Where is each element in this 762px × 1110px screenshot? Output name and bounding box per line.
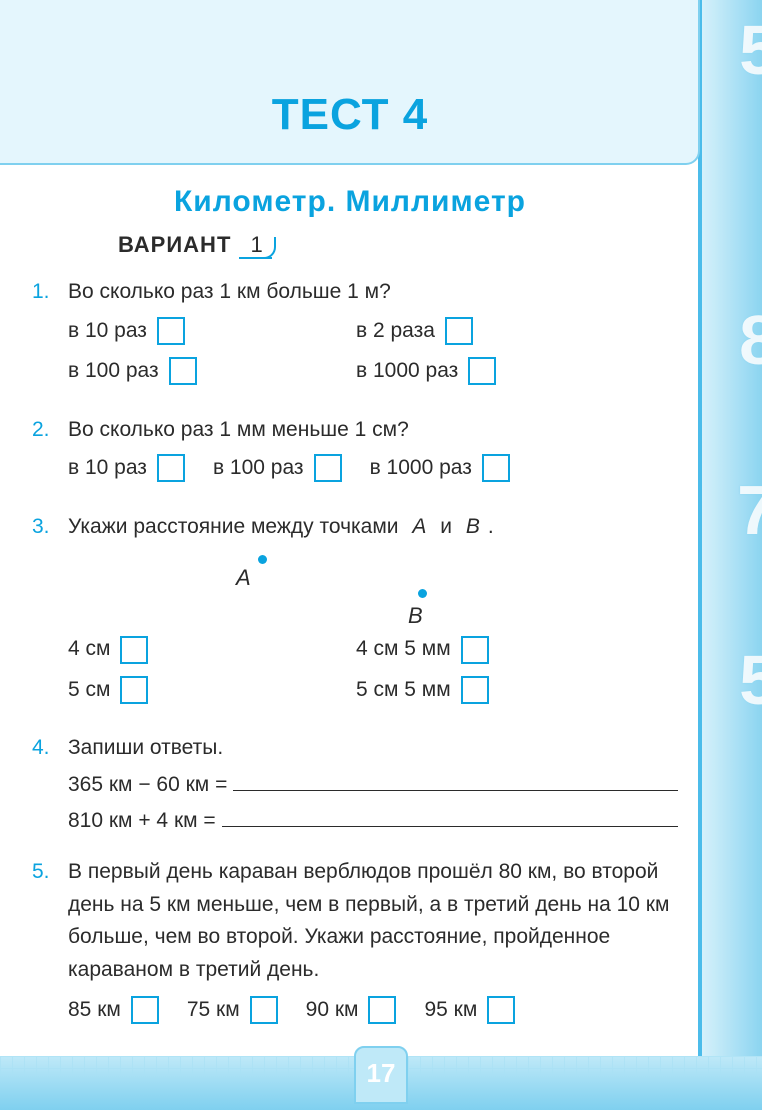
question-number: 5.	[32, 856, 50, 889]
q1-option: в 100 раз	[68, 355, 328, 388]
q2-option: в 100 раз	[213, 452, 342, 485]
checkbox[interactable]	[169, 357, 197, 385]
equation-lhs: 365 км − 60 км =	[68, 769, 227, 802]
checkbox[interactable]	[314, 454, 342, 482]
q2-option: в 1000 раз	[370, 452, 510, 485]
q1-option: в 2 раза	[356, 315, 616, 348]
checkbox[interactable]	[157, 454, 185, 482]
question-5: 5. В первый день караван верблюдов прошё…	[68, 856, 678, 1035]
q1-option: в 1000 раз	[356, 355, 616, 388]
question-number: 1.	[32, 276, 50, 309]
checkbox[interactable]	[120, 676, 148, 704]
q3-option: 4 см	[68, 633, 328, 666]
decor-digit: 5	[739, 640, 762, 720]
checkbox[interactable]	[157, 317, 185, 345]
question-text: Во сколько раз 1 км больше 1 м?	[68, 280, 391, 303]
right-decor-band: 5 8 7 5	[702, 0, 762, 1110]
decor-digit: 5	[739, 10, 762, 90]
checkbox[interactable]	[131, 996, 159, 1024]
checkbox[interactable]	[487, 996, 515, 1024]
question-number: 2.	[32, 414, 50, 447]
content-area: ВАРИАНТ 1 1. Во сколько раз 1 км больше …	[68, 232, 678, 1053]
checkbox[interactable]	[482, 454, 510, 482]
test-title: ТЕСТ 4	[0, 90, 700, 140]
checkbox[interactable]	[461, 636, 489, 664]
and-word: и	[440, 515, 452, 538]
q3-option: 4 см 5 мм	[356, 633, 616, 666]
equation-line: 810 км + 4 км =	[68, 805, 678, 838]
q5-option: 90 км	[306, 994, 397, 1027]
variant-number: 1	[239, 232, 272, 259]
answer-blank[interactable]	[222, 809, 678, 827]
header-band	[0, 0, 700, 165]
question-3: 3. Укажи расстояние между точками A и B.…	[68, 511, 678, 715]
q3-option: 5 см	[68, 674, 328, 707]
q5-option: 75 км	[187, 994, 278, 1027]
question-text: В первый день караван верблюдов прошёл 8…	[68, 860, 669, 981]
q5-option: 85 км	[68, 994, 159, 1027]
point-b-dot	[418, 589, 427, 598]
decor-digit: 8	[739, 300, 762, 380]
q2-option: в 10 раз	[68, 452, 185, 485]
q1-option: в 10 раз	[68, 315, 328, 348]
equation-lhs: 810 км + 4 км =	[68, 805, 216, 838]
checkbox[interactable]	[368, 996, 396, 1024]
question-4: 4. Запиши ответы. 365 км − 60 км = 810 к…	[68, 732, 678, 838]
checkbox[interactable]	[250, 996, 278, 1024]
checkbox[interactable]	[445, 317, 473, 345]
test-subtitle: Километр. Миллиметр	[0, 185, 700, 219]
question-text: Во сколько раз 1 мм меньше 1 см?	[68, 418, 409, 441]
decor-digit: 7	[737, 470, 762, 550]
question-1: 1. Во сколько раз 1 км больше 1 м? в 10 …	[68, 276, 678, 396]
question-text: Укажи расстояние между точками	[68, 515, 399, 538]
question-text: Запиши ответы.	[68, 736, 223, 759]
question-2: 2. Во сколько раз 1 мм меньше 1 см? в 10…	[68, 414, 678, 493]
q5-option: 95 км	[424, 994, 515, 1027]
question-number: 3.	[32, 511, 50, 544]
point-b-label: B	[408, 599, 423, 633]
equation-line: 365 км − 60 км =	[68, 769, 678, 802]
point-b-name: B	[458, 515, 488, 538]
point-a-name: A	[404, 515, 434, 538]
page-number: 17	[354, 1046, 408, 1104]
checkbox[interactable]	[461, 676, 489, 704]
checkbox[interactable]	[468, 357, 496, 385]
point-a-dot	[258, 555, 267, 564]
answer-blank[interactable]	[233, 773, 678, 791]
variant-line: ВАРИАНТ 1	[118, 232, 678, 258]
question-number: 4.	[32, 732, 50, 765]
checkbox[interactable]	[120, 636, 148, 664]
q3-option: 5 см 5 мм	[356, 674, 616, 707]
points-diagram: A B	[68, 547, 678, 627]
variant-label: ВАРИАНТ	[118, 232, 231, 257]
point-a-label: A	[236, 561, 251, 595]
